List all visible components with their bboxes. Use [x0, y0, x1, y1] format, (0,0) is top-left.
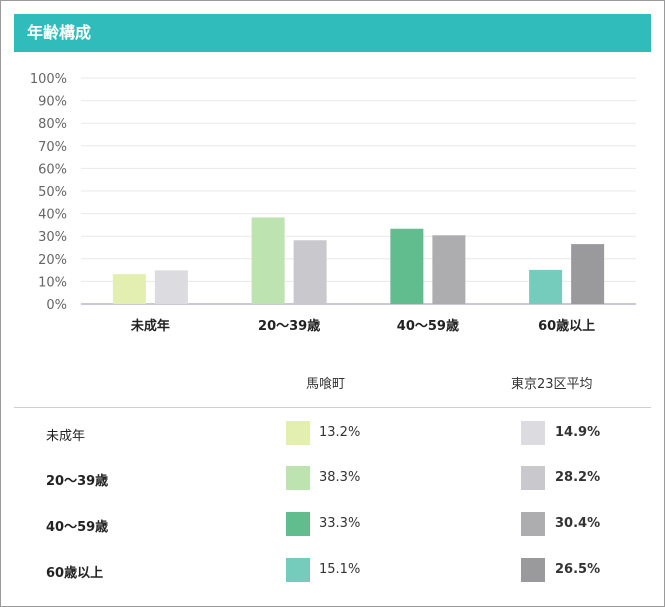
legend-swatch: [286, 512, 310, 536]
y-tick-label: 40%: [38, 208, 67, 223]
value-tokyo-average: 26.5%: [555, 562, 601, 577]
legend-swatch: [521, 558, 545, 582]
row-label: 60歳以上: [46, 566, 104, 581]
y-tick-label: 50%: [38, 185, 67, 200]
y-tick-label: 100%: [30, 72, 67, 87]
table-row: 60歳以上 15.1% 26.5%: [1, 558, 664, 584]
x-tick-label: 20～39歳: [258, 318, 320, 334]
section-title: 年齢構成: [14, 14, 651, 52]
value-bakurocho: 15.1%: [319, 562, 361, 577]
row-label: 40～59歳: [46, 520, 109, 535]
y-tick-label: 20%: [38, 253, 67, 268]
x-tick-label: 60歳以上: [538, 318, 595, 334]
column-header-tokyo-average: 東京23区平均: [511, 377, 593, 392]
value-bakurocho: 33.3%: [319, 516, 361, 531]
row-label: 20～39歳: [46, 474, 109, 489]
legend-swatch: [521, 512, 545, 536]
x-tick-label: 未成年: [130, 318, 170, 334]
bar: [571, 244, 605, 304]
legend-swatch: [286, 558, 310, 582]
bar: [529, 269, 563, 304]
column-header-bakurocho: 馬喰町: [306, 377, 346, 392]
bar: [251, 217, 285, 304]
bar: [293, 240, 327, 304]
y-tick-label: 90%: [38, 95, 67, 110]
value-tokyo-average: 30.4%: [555, 516, 601, 531]
divider: [14, 407, 651, 408]
x-tick-label: 40～59歳: [397, 318, 459, 334]
y-tick-label: 0%: [46, 298, 67, 313]
y-tick-label: 80%: [38, 117, 67, 132]
y-tick-label: 60%: [38, 162, 67, 177]
y-tick-label: 10%: [38, 275, 67, 290]
bar: [390, 228, 424, 304]
legend-swatch: [286, 466, 310, 490]
bar-chart: 0% 10% 20% 30% 40% 50% 60% 70% 80% 90% 100% 未成年 20～3…: [30, 72, 636, 334]
table-row: 未成年 13.2% 14.9%: [1, 421, 664, 447]
value-bakurocho: 38.3%: [319, 470, 361, 485]
table-row: 40～59歳 33.3% 30.4%: [1, 512, 664, 538]
y-tick-label: 30%: [38, 230, 67, 245]
legend-swatch: [521, 421, 545, 445]
value-bakurocho: 13.2%: [319, 425, 361, 440]
bar: [154, 270, 188, 304]
y-tick-label: 70%: [38, 140, 67, 155]
bar: [112, 274, 146, 304]
table-row: 20～39歳 38.3% 28.2%: [1, 466, 664, 492]
value-tokyo-average: 14.9%: [555, 425, 601, 440]
legend-swatch: [521, 466, 545, 490]
legend-swatch: [286, 421, 310, 445]
bar: [432, 235, 466, 304]
row-label: 未成年: [46, 429, 86, 444]
value-tokyo-average: 28.2%: [555, 470, 601, 485]
